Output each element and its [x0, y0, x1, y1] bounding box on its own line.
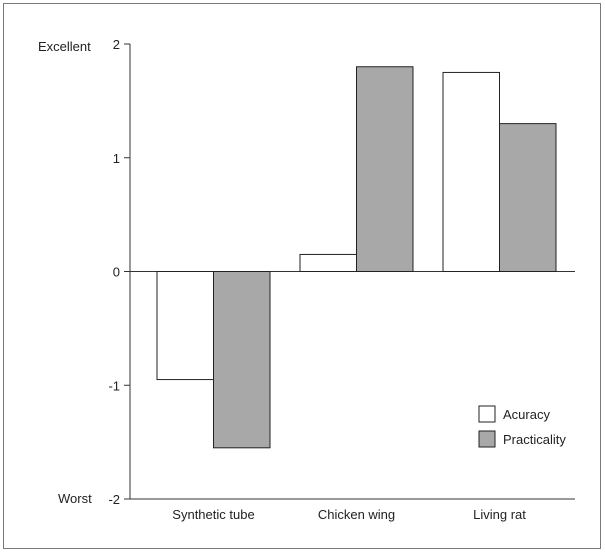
- y-tick-label: 1: [113, 151, 120, 166]
- bar-practicality-synthetic-tube: [213, 271, 271, 449]
- bar-acuracy-living-rat: [442, 71, 500, 272]
- y-tick-label: 2: [113, 37, 120, 52]
- x-axis-categories: Synthetic tube Chicken wing Living rat: [172, 507, 526, 522]
- bar-acuracy-chicken-wing: [299, 253, 357, 272]
- bar-acuracy-synthetic-tube: [156, 271, 214, 381]
- x-category-label: Chicken wing: [318, 507, 395, 522]
- chart-frame: [3, 3, 601, 549]
- y-scale-label-bottom: Worst: [58, 491, 92, 506]
- bar-practicality-chicken-wing: [356, 66, 414, 272]
- bars: [156, 66, 557, 449]
- legend-swatch-acuracy: [478, 405, 496, 423]
- legend-label-acuracy: Acuracy: [503, 407, 550, 422]
- y-axis-ticks: 2 1 0 -1 -2: [108, 37, 130, 507]
- y-tick-label: -2: [108, 492, 120, 507]
- legend-label-practicality: Practicality: [503, 432, 566, 447]
- y-scale-label-top: Excellent: [38, 39, 91, 54]
- y-tick-label: -1: [108, 378, 120, 393]
- x-category-label: Synthetic tube: [172, 507, 254, 522]
- legend: Acuracy Practicality: [478, 405, 566, 448]
- x-category-label: Living rat: [473, 507, 526, 522]
- legend-swatch-practicality: [478, 430, 496, 448]
- y-tick-label: 0: [113, 265, 120, 280]
- bar-practicality-living-rat: [499, 123, 557, 272]
